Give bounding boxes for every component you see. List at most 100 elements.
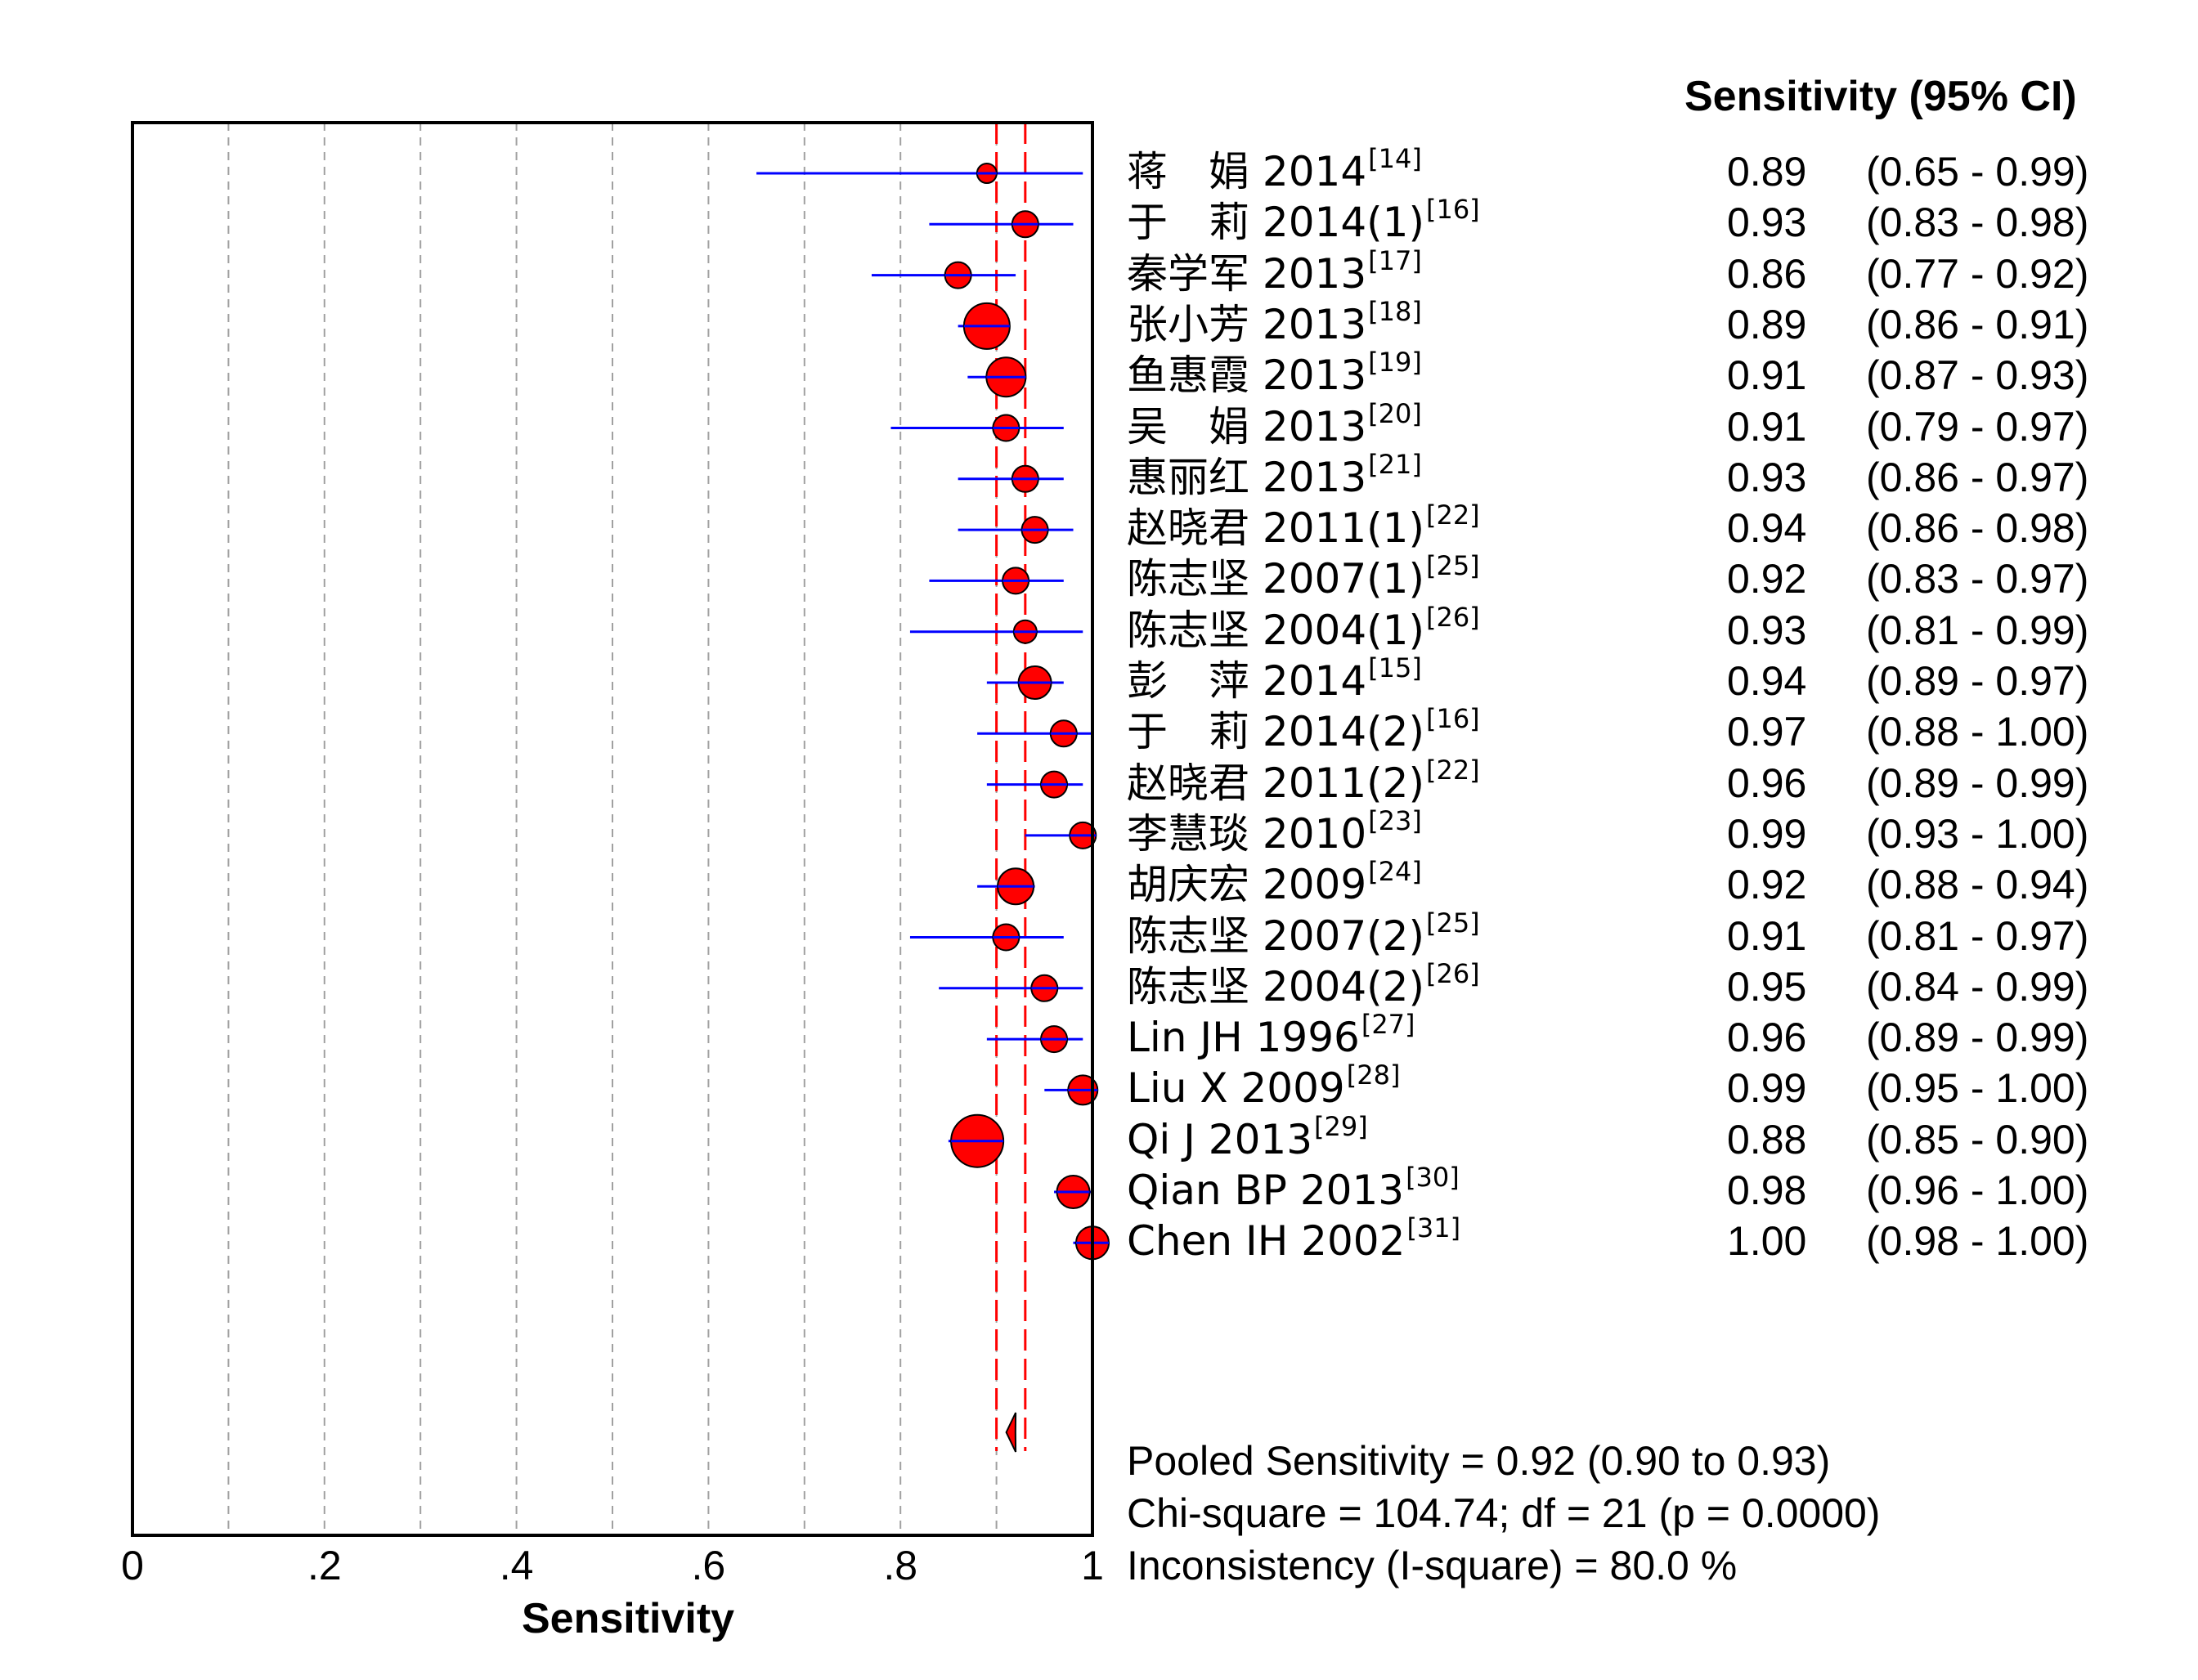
study-reference: [26] xyxy=(1425,601,1480,633)
study-label: 于 莉 2014(1)[16] xyxy=(1127,196,1480,247)
study-reference: [16] xyxy=(1425,194,1480,226)
study-ci-text: (0.93 - 1.00) xyxy=(1866,810,2089,857)
study-sensitivity-value: 0.98 xyxy=(1727,1167,1807,1213)
study-sensitivity-value: 0.92 xyxy=(1727,862,1807,908)
pooled-diamond xyxy=(1005,1412,1017,1453)
study-sensitivity-value: 0.96 xyxy=(1727,759,1807,806)
x-tick-label: .6 xyxy=(691,1543,726,1588)
study-reference: [15] xyxy=(1368,652,1422,683)
plot-frame xyxy=(131,121,1094,1537)
study-name: Chen IH 2002 xyxy=(1127,1217,1406,1266)
study-reference: [25] xyxy=(1425,550,1480,582)
study-sensitivity-value: 0.97 xyxy=(1727,709,1807,755)
study-reference: [26] xyxy=(1425,957,1480,989)
study-ci-text: (0.81 - 0.99) xyxy=(1866,607,2089,653)
study-sensitivity-value: 0.99 xyxy=(1727,1065,1807,1112)
study-name: Qi J 2013 xyxy=(1127,1115,1313,1163)
study-reference: [24] xyxy=(1368,856,1422,888)
study-sensitivity-value: 0.95 xyxy=(1727,963,1807,1010)
study-label: 赵晓君 2011(2)[22] xyxy=(1127,757,1480,807)
study-ci-text: (0.81 - 0.97) xyxy=(1866,912,2089,959)
study-reference: [22] xyxy=(1425,754,1480,786)
study-label: 秦学军 2013[17] xyxy=(1127,248,1422,297)
x-axis-label: Sensitivity xyxy=(522,1595,735,1642)
study-label: 吴 娟 2013[20] xyxy=(1127,401,1422,450)
study-name: 于 莉 2014(2) xyxy=(1127,708,1424,756)
study-label: Qi J 2013[29] xyxy=(1127,1113,1368,1163)
study-ci-text: (0.84 - 0.99) xyxy=(1866,963,2089,1010)
study-reference: [31] xyxy=(1406,1212,1461,1244)
vertical-grid-lines xyxy=(227,123,998,1535)
study-sensitivity-value: 0.89 xyxy=(1727,301,1807,347)
study-name: 李慧琰 2010 xyxy=(1127,809,1367,858)
x-tick-label: 1 xyxy=(1081,1543,1104,1588)
study-ci-text: (0.86 - 0.98) xyxy=(1866,505,2089,552)
study-label: 李慧琰 2010[23] xyxy=(1127,808,1422,858)
study-name: 陈志坚 2004(2) xyxy=(1127,962,1424,1010)
study-name: 陈志坚 2004(1) xyxy=(1127,606,1424,654)
study-ci-text: (0.83 - 0.97) xyxy=(1866,556,2089,603)
study-label: 陈志坚 2007(2)[25] xyxy=(1127,910,1480,959)
study-sensitivity-value: 0.91 xyxy=(1727,912,1807,959)
summary-stat-line: Inconsistency (I-square) = 80.0 % xyxy=(1127,1543,1738,1588)
study-label: 蒋 娟 2014[14] xyxy=(1127,146,1422,195)
study-ci-text: (0.88 - 0.94) xyxy=(1866,862,2089,908)
study-sensitivity-value: 0.99 xyxy=(1727,810,1807,857)
study-label: 彭 萍 2014[15] xyxy=(1127,655,1422,705)
study-ci-text: (0.85 - 0.90) xyxy=(1866,1116,2089,1163)
study-reference: [21] xyxy=(1368,448,1422,480)
study-label: 鱼惠霞 2013[19] xyxy=(1127,349,1422,400)
study-name: 吴 娟 2013 xyxy=(1127,402,1367,450)
study-reference: [19] xyxy=(1368,347,1422,379)
study-ci-text: (0.89 - 0.99) xyxy=(1866,759,2089,806)
study-name: 胡庆宏 2009 xyxy=(1127,861,1367,909)
study-ci-text: (0.83 - 0.98) xyxy=(1866,199,2089,246)
study-sensitivity-value: 0.88 xyxy=(1727,1116,1807,1163)
study-name: 赵晓君 2011(1) xyxy=(1127,504,1424,553)
study-label: 惠丽红 2013[21] xyxy=(1127,451,1422,500)
study-ci-text: (0.88 - 1.00) xyxy=(1866,709,2089,755)
study-ci-text: (0.77 - 0.92) xyxy=(1866,250,2089,297)
study-ci-text: (0.79 - 0.97) xyxy=(1866,403,2089,450)
study-marks xyxy=(756,163,1110,1453)
study-ci-text: (0.87 - 0.93) xyxy=(1866,352,2089,399)
study-reference: [20] xyxy=(1368,397,1422,429)
study-sensitivity-value: 0.93 xyxy=(1727,607,1807,653)
x-tick-label: .4 xyxy=(499,1543,534,1588)
summary-stat-line: Chi-square = 104.74; df = 21 (p = 0.0000… xyxy=(1127,1490,1881,1536)
study-reference: [17] xyxy=(1368,244,1422,276)
study-ci-text: (0.86 - 0.91) xyxy=(1866,301,2089,347)
study-name: 赵晓君 2011(2) xyxy=(1127,759,1424,807)
study-name: 彭 萍 2014 xyxy=(1127,657,1367,705)
study-reference: [29] xyxy=(1314,1110,1368,1142)
study-label: 陈志坚 2004(2)[26] xyxy=(1127,961,1480,1010)
study-reference: [25] xyxy=(1425,907,1480,939)
study-label: 胡庆宏 2009[24] xyxy=(1127,858,1422,909)
study-name: 蒋 娟 2014 xyxy=(1127,148,1367,195)
study-label: 张小芳 2013[18] xyxy=(1127,298,1422,347)
study-reference: [14] xyxy=(1368,143,1422,174)
study-sensitivity-value: 0.91 xyxy=(1727,352,1807,399)
summary-stat-line: Pooled Sensitivity = 0.92 (0.90 to 0.93) xyxy=(1127,1438,1831,1484)
study-reference: [23] xyxy=(1368,804,1422,836)
study-reference: [18] xyxy=(1368,295,1422,327)
study-name: 鱼惠霞 2013 xyxy=(1127,352,1367,400)
study-reference: [16] xyxy=(1425,703,1480,735)
study-ci-text: (0.95 - 1.00) xyxy=(1866,1065,2089,1112)
study-sensitivity-value: 0.94 xyxy=(1727,505,1807,552)
study-sensitivity-value: 0.86 xyxy=(1727,250,1807,297)
study-label: 于 莉 2014(2)[16] xyxy=(1127,706,1480,756)
study-name: Lin JH 1996 xyxy=(1127,1014,1360,1062)
study-reference: [27] xyxy=(1361,1009,1415,1041)
study-ci-text: (0.89 - 0.99) xyxy=(1866,1015,2089,1061)
study-ci-text: (0.96 - 1.00) xyxy=(1866,1167,2089,1213)
study-reference: [30] xyxy=(1406,1162,1460,1193)
study-label: 陈志坚 2007(1)[25] xyxy=(1127,553,1480,602)
study-label: Chen IH 2002[31] xyxy=(1127,1215,1460,1266)
study-label: Liu X 2009[28] xyxy=(1127,1062,1400,1111)
study-name: 于 莉 2014(1) xyxy=(1127,199,1424,247)
study-reference: [28] xyxy=(1346,1060,1401,1091)
study-sensitivity-value: 0.93 xyxy=(1727,199,1807,246)
study-label: 陈志坚 2004(1)[26] xyxy=(1127,604,1480,654)
